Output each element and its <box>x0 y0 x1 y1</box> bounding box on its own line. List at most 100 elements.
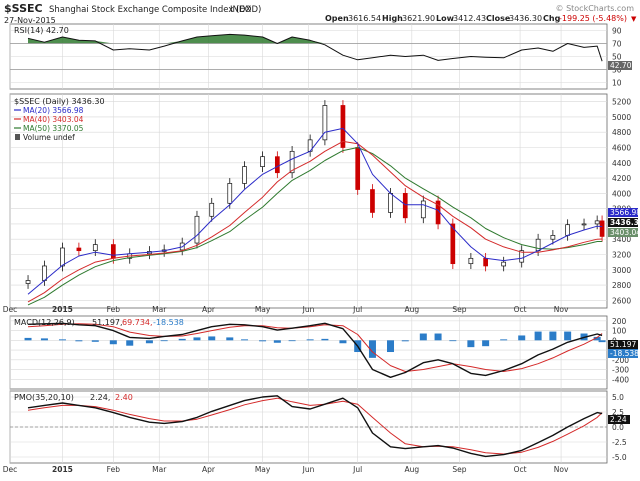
price-candle <box>110 244 116 259</box>
open-value: 3616.54 <box>348 14 381 23</box>
price-tick-label: 5000 <box>612 113 631 122</box>
price-candle <box>501 261 507 267</box>
pmo-legend-prefix: PMO(35,20,10) <box>14 393 74 402</box>
macd-histogram-bar <box>145 340 153 344</box>
high-value: 3621.90 <box>402 14 435 23</box>
macd-tick-label: 100 <box>612 327 627 336</box>
price-tick-label: 5200 <box>612 98 631 107</box>
ma40-line <box>27 140 603 303</box>
price-tick-label: 3000 <box>612 266 631 275</box>
macd-histogram-bar <box>226 337 234 341</box>
rsi-value-tag <box>608 61 632 70</box>
close-value-label: 3436.30 <box>610 218 640 227</box>
low-label: Low <box>436 14 455 23</box>
x-tick-label: 2015 <box>52 305 73 314</box>
close-value: 3436.30 <box>509 14 542 23</box>
macd-series <box>24 322 606 378</box>
ma50-line <box>27 147 603 306</box>
ma-other-value-label: 3403.04 <box>610 228 640 237</box>
macd-histogram-bar <box>178 338 186 341</box>
price-tick-label: 4000 <box>612 189 631 198</box>
macd-histogram-bar <box>273 340 281 343</box>
macd-tick-label: -400 <box>612 375 629 384</box>
chg-label: Chg <box>543 14 561 23</box>
price-series <box>25 100 605 306</box>
price-candle <box>209 202 215 217</box>
rsi-tick-label: 10 <box>612 79 622 88</box>
ma40-legend: MA(40) 3403.04 <box>23 115 84 124</box>
macd-histogram-bar <box>91 340 99 342</box>
price-candle <box>402 193 408 219</box>
price-candle <box>370 189 375 213</box>
macd-hist-value-tag <box>608 349 638 358</box>
price-candle <box>581 223 587 226</box>
down-arrow-icon: ▼ <box>631 15 637 23</box>
macd-histogram-bar <box>500 339 508 341</box>
price-candle <box>260 156 265 167</box>
ma20-value-tag <box>608 208 638 217</box>
macd-histogram-bar <box>241 339 249 341</box>
price-candle <box>599 220 605 237</box>
x-tick-label: Dec <box>3 305 18 314</box>
price-tick-label: 4200 <box>612 174 631 183</box>
price-tick-label: 2800 <box>612 281 631 290</box>
price-candle <box>550 235 556 240</box>
macd-value-label: 51.197 <box>610 340 636 349</box>
macd-histogram-bar <box>368 340 376 358</box>
x-tick-label: Sep <box>452 305 466 314</box>
price-candle <box>519 250 525 263</box>
ma50-legend: MA(50) 3370.05 <box>23 124 84 133</box>
pmo-tick-label: 2.5 <box>612 408 624 417</box>
volume-legend-icon <box>15 134 20 140</box>
macd-histogram-bar <box>518 335 526 341</box>
index-name: Shanghai Stock Exchange Composite Index … <box>49 5 261 15</box>
macd-legend-prefix: MACD(12,26,9) <box>14 318 75 327</box>
high-label: High <box>382 14 403 23</box>
rsi-tick-label: 70 <box>612 40 622 49</box>
close-value-tag <box>608 218 638 227</box>
x-tick-label: May <box>255 305 271 314</box>
macd-histogram-bar <box>75 340 83 342</box>
macd-signal-line <box>27 323 603 372</box>
rsi-value-label: 42.70 <box>610 61 632 70</box>
price-candle <box>227 183 233 204</box>
x-tick-label: Jul <box>352 465 362 474</box>
pmo-series <box>10 395 607 458</box>
price-candle <box>420 200 426 219</box>
rsi-tick-label: 90 <box>612 27 622 36</box>
ma20-value-label: 3566.98 <box>610 208 640 217</box>
price-candle <box>594 220 600 225</box>
macd-histogram-bar <box>288 340 296 342</box>
x-tick-label: Jul <box>352 305 362 314</box>
price-candle <box>274 156 280 174</box>
macd-tick-label: -300 <box>612 366 629 375</box>
price-tick-label: 3400 <box>612 235 631 244</box>
x-tick-label: Feb <box>107 305 121 314</box>
x-tick-label: Dec <box>3 465 18 474</box>
x-tick-label: Feb <box>107 465 121 474</box>
macd-histogram-bar <box>109 340 117 345</box>
price-tick-label: 4600 <box>612 144 631 153</box>
macd-histogram-bar <box>306 339 314 341</box>
chg-value: -199.25 (-5.48%) <box>559 14 627 23</box>
macd-histogram-bar <box>160 340 168 342</box>
price-candle <box>483 257 488 267</box>
open-label: Open <box>325 14 349 23</box>
exchange-name: INDX <box>230 5 251 15</box>
macd-histogram-bar <box>482 340 490 347</box>
macd-histogram-bar <box>208 336 216 341</box>
macd-line <box>27 322 603 378</box>
price-legend: $SSEC (Daily) 3436.30 <box>14 97 105 106</box>
macd-histogram-bar <box>549 331 557 341</box>
x-tick-label: May <box>255 465 271 474</box>
macd-tick-label: -200 <box>612 356 629 365</box>
macd-histogram-bar <box>467 340 475 348</box>
macd-tick-label: 200 <box>612 317 627 326</box>
pmo-value-tag <box>608 415 630 424</box>
price-candle <box>468 257 474 265</box>
symbol-title: $SSEC <box>4 2 43 15</box>
macd-histogram-bar <box>387 340 395 353</box>
pmo-tick-label: -5.0 <box>612 453 627 462</box>
y-axis-ticks: 9070503010520050004800460044004200400038… <box>612 27 631 463</box>
